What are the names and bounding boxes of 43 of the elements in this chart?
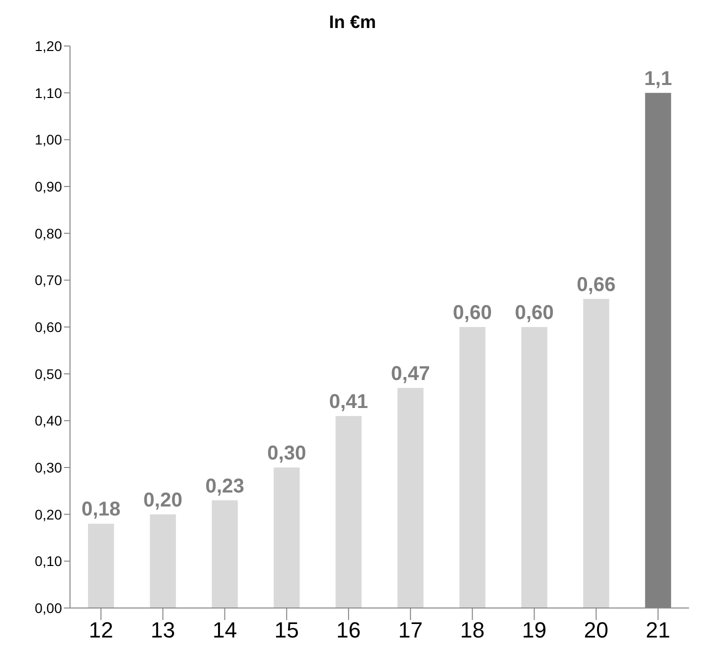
y-tick-label: 0,00 [34,600,62,616]
x-tick-label: 19 [522,618,546,643]
x-tick-label: 20 [584,618,608,643]
data-label: 0,20 [143,489,182,512]
data-label: 1,1 [644,68,672,90]
data-label: 0,60 [514,302,554,324]
bar [521,327,548,608]
bar [150,514,176,608]
x-tick-label: 14 [212,618,237,643]
bar [274,468,300,608]
data-label: 0,18 [82,498,120,521]
x-tick-label: 16 [336,618,361,643]
y-tick-label: 1,10 [34,84,62,101]
bar [212,500,238,608]
x-tick-label: 15 [274,618,299,643]
y-tick-label: 0,70 [34,272,62,288]
y-tick-label: 0,30 [34,459,62,476]
y-tick-label: 1,00 [34,132,62,148]
bar [88,524,114,608]
y-tick-label: 0,40 [34,412,62,429]
y-tick-label: 0,60 [34,318,62,335]
y-tick-label: 0,90 [34,178,62,194]
bar [459,327,486,608]
data-label: 0,66 [576,274,616,296]
x-tick-label: 13 [150,618,176,643]
bar [398,388,424,608]
y-tick-label: 0,80 [34,225,62,242]
x-tick-label: 18 [460,618,485,643]
y-tick-label: 1,20 [34,38,62,54]
data-label: 0,23 [205,475,244,498]
data-label: 0,30 [267,442,306,464]
x-tick-label: 12 [88,618,114,643]
y-tick-label: 0,20 [34,506,62,522]
data-label: 0,60 [452,302,492,324]
y-tick-label: 0,10 [34,553,62,570]
x-tick-label: 21 [646,618,670,643]
chart-title: In €m [328,12,377,34]
bar [583,298,610,608]
data-label: 0,47 [391,362,430,385]
x-tick-label: 17 [398,618,423,643]
y-tick-label: 0,50 [34,366,62,382]
bar [336,416,362,608]
data-label: 0,41 [329,390,368,413]
